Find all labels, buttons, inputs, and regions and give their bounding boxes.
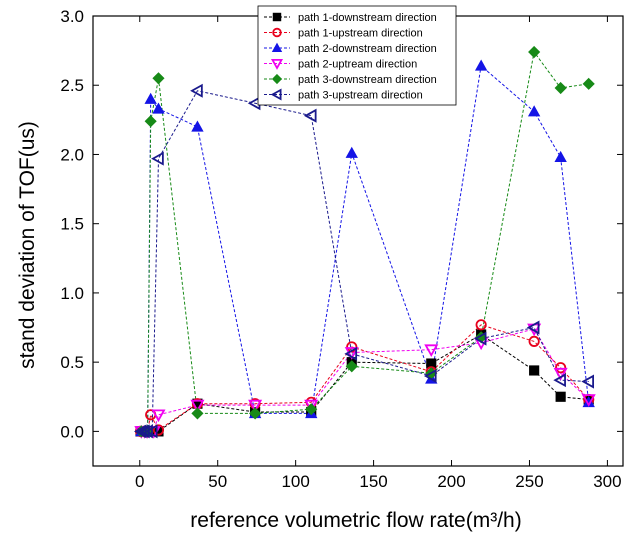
data-point-series-6 xyxy=(140,424,153,439)
legend: path 1-downstream direction path 1-upstre… xyxy=(257,5,457,106)
x-tick-label: 0 xyxy=(135,472,144,491)
y-tick-label: 0.0 xyxy=(60,422,84,441)
series-line-2 xyxy=(140,324,590,432)
data-point-series-6 xyxy=(344,346,358,361)
x-tick-label: 150 xyxy=(359,472,387,491)
data-point-series-4 xyxy=(304,399,319,413)
data-point-series-6 xyxy=(137,424,150,439)
series-line-4 xyxy=(141,328,590,432)
y-tick-label: 2.0 xyxy=(60,145,84,164)
data-point-series-5 xyxy=(249,407,262,420)
x-tick-label: 250 xyxy=(515,472,543,491)
data-point-series-2 xyxy=(475,319,487,331)
legend-label: path 1-downstream direction xyxy=(298,12,437,24)
legend-label: path 3-upstream direction xyxy=(298,90,423,102)
data-point-series-6 xyxy=(144,424,158,439)
y-axis-title: stand deviation of TOF(us) xyxy=(16,121,39,369)
legend-label: path 2-uptream direction xyxy=(298,59,417,71)
x-tick-label: 200 xyxy=(437,472,465,491)
data-point-series-6 xyxy=(190,83,203,98)
x-tick-label: 300 xyxy=(593,472,621,491)
data-point-series-5 xyxy=(305,403,318,416)
series-line-1 xyxy=(140,333,589,432)
data-point-series-5 xyxy=(554,81,567,95)
legend-box xyxy=(257,5,457,106)
y-tick-label: 3.0 xyxy=(60,7,84,26)
legend-marker xyxy=(272,27,282,38)
data-point-series-3 xyxy=(152,102,165,114)
data-point-series-3 xyxy=(554,150,567,163)
data-point-series-2 xyxy=(152,424,165,436)
legend-marker xyxy=(270,88,282,101)
data-point-series-5 xyxy=(191,407,204,420)
data-point-series-3 xyxy=(191,120,204,132)
data-point-series-1 xyxy=(555,391,566,402)
x-tick-label: 50 xyxy=(208,472,227,491)
y-tick-label: 1.0 xyxy=(60,284,84,303)
series-line-6 xyxy=(141,90,589,432)
series-markers xyxy=(133,45,596,439)
data-point-series-6 xyxy=(151,151,164,166)
legend-marker xyxy=(272,12,282,22)
data-point-series-6 xyxy=(526,320,540,335)
legend-label: path 3-downstream direction xyxy=(298,74,437,86)
data-point-series-6 xyxy=(423,368,437,384)
data-point-series-4 xyxy=(190,399,205,413)
data-point-series-5 xyxy=(152,72,165,85)
data-point-series-2 xyxy=(555,362,567,374)
data-point-series-4 xyxy=(248,399,263,413)
legend-label: path 1-upstream direction xyxy=(298,28,423,40)
data-point-series-6 xyxy=(553,373,566,388)
data-point-series-4 xyxy=(553,367,568,381)
series-line-5 xyxy=(141,50,589,432)
data-point-series-3 xyxy=(527,105,541,117)
data-point-series-4 xyxy=(151,409,166,423)
legend-marker xyxy=(271,42,283,52)
legend-marker xyxy=(270,59,284,70)
data-point-series-5 xyxy=(528,45,541,59)
y-tick-label: 2.5 xyxy=(60,76,84,95)
data-point-series-1 xyxy=(529,365,540,376)
data-point-series-4 xyxy=(581,394,596,407)
data-point-series-5 xyxy=(144,115,157,128)
legend-marker xyxy=(271,73,283,85)
data-point-series-3 xyxy=(345,146,358,158)
data-point-series-5 xyxy=(345,360,358,373)
data-point-series-6 xyxy=(473,331,487,346)
data-point-series-4 xyxy=(424,344,439,358)
x-axis-title: reference volumetric flow rate(m³/h) xyxy=(190,509,521,532)
data-point-series-5 xyxy=(582,77,595,90)
axis-ticks: 0 50 100 150 200 250 300 0.0 0.5 1.0 1.5 2.0 2.5 3.0 xyxy=(60,7,623,491)
data-point-series-6 xyxy=(581,374,595,389)
x-tick-label: 100 xyxy=(281,472,309,491)
y-tick-label: 0.5 xyxy=(60,353,84,372)
data-point-series-3 xyxy=(474,59,488,71)
series-lines xyxy=(140,50,590,432)
legend-label: path 2-downstream direction xyxy=(298,43,437,55)
y-tick-label: 1.5 xyxy=(60,215,84,234)
data-point-series-3 xyxy=(144,92,157,104)
data-point-series-2 xyxy=(528,335,540,347)
data-point-series-6 xyxy=(303,108,317,123)
